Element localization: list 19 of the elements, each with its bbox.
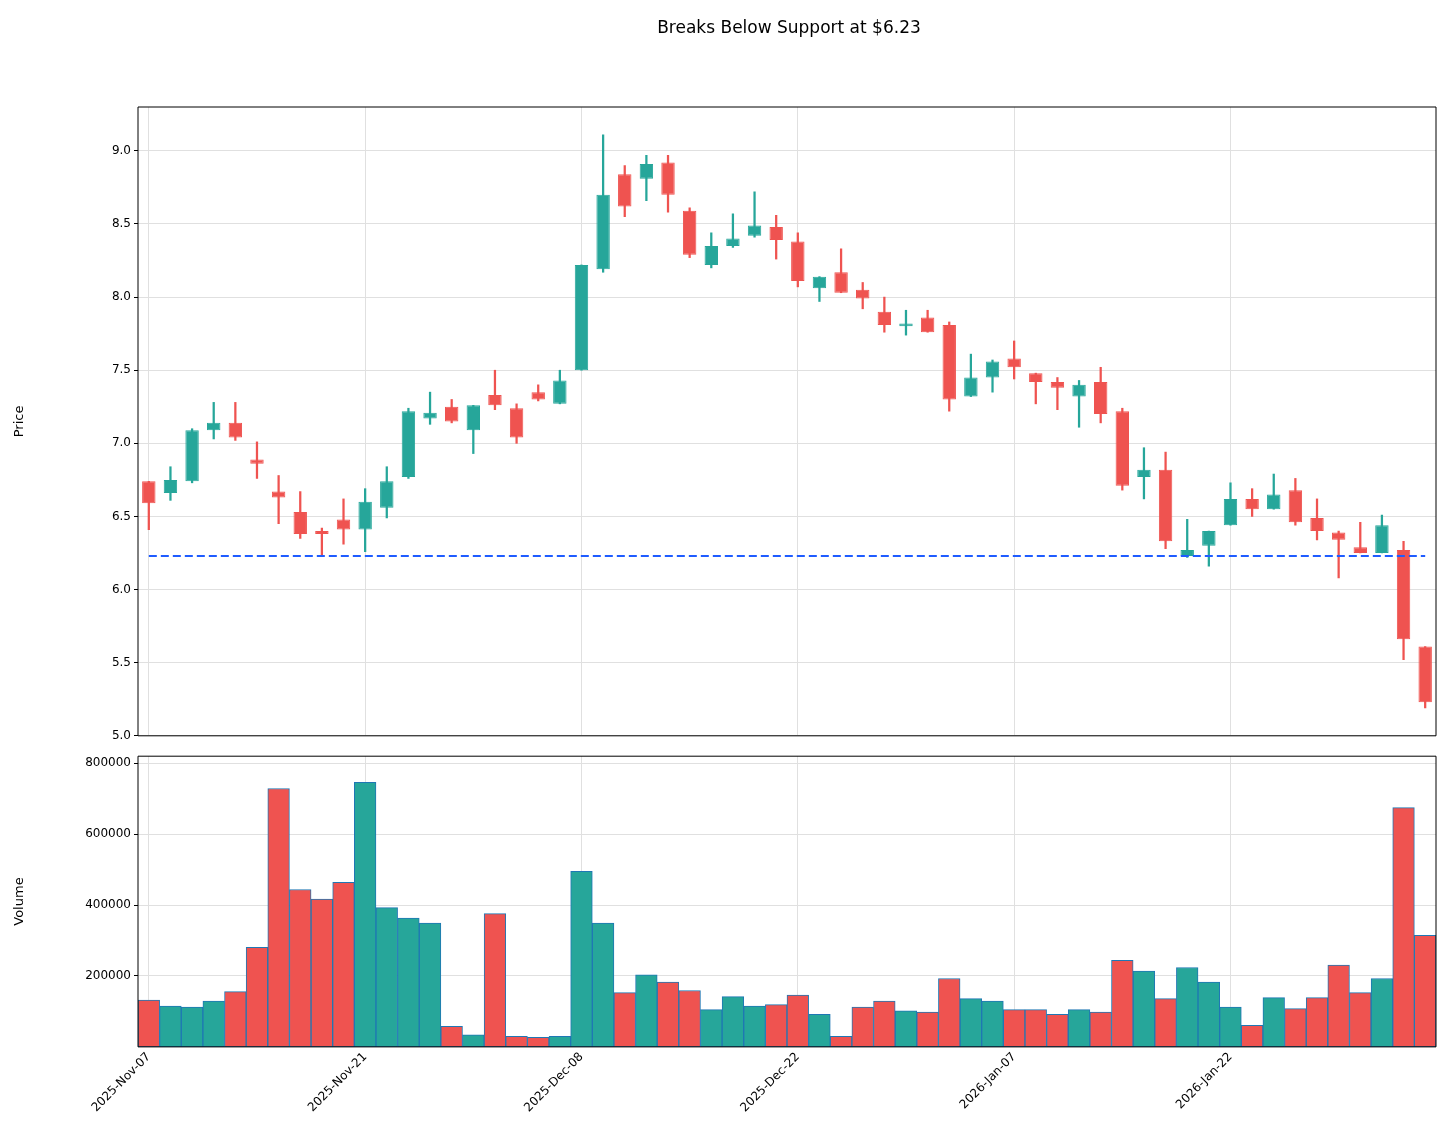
y-tick-label: 8.0 bbox=[111, 289, 131, 304]
y-tick-label: 7.0 bbox=[111, 435, 131, 450]
y-tick-label: 600000 bbox=[85, 826, 131, 841]
y-tick-label: 5.5 bbox=[111, 654, 131, 669]
y-tick-label: 6.0 bbox=[111, 581, 131, 596]
y-tick-label: 7.5 bbox=[111, 362, 131, 377]
candlestick bbox=[747, 191, 762, 238]
candlestick bbox=[1050, 377, 1065, 411]
y-axis-title: Volume bbox=[11, 877, 27, 926]
y-tick-label: 800000 bbox=[85, 755, 131, 770]
y-tick-label: 8.5 bbox=[111, 216, 131, 231]
chart-title: Breaks Below Support at $6.23 bbox=[656, 16, 922, 39]
y-axis-title: Price bbox=[11, 405, 27, 438]
candlestick bbox=[336, 498, 351, 545]
y-tick-label: 6.5 bbox=[111, 508, 131, 523]
y-tick-label: 400000 bbox=[85, 897, 131, 912]
y-tick-label: 200000 bbox=[85, 968, 131, 983]
y-tick-label: 9.0 bbox=[111, 142, 131, 157]
y-tick-label: 5.0 bbox=[111, 727, 131, 742]
